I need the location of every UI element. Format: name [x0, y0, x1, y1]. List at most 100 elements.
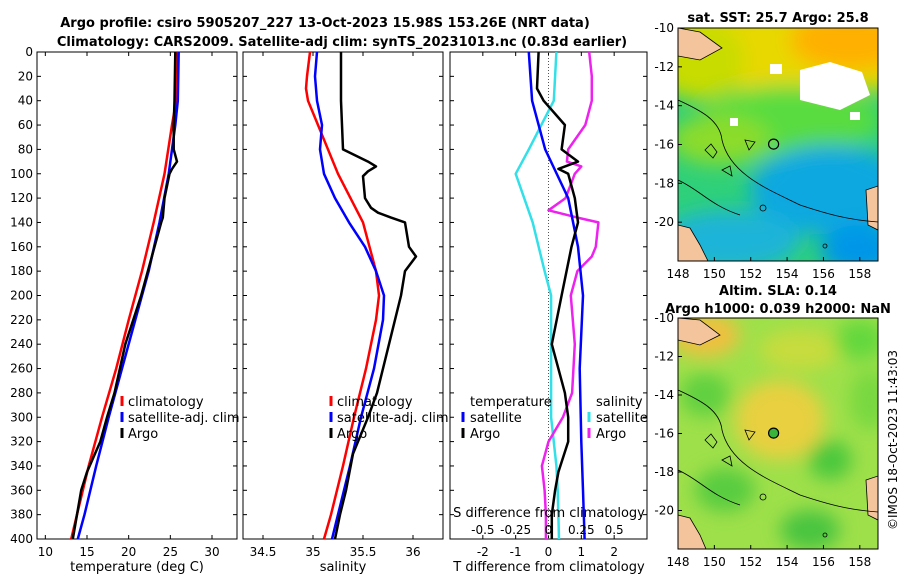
salinity-panel: 34.5 35 35.5 36 salinity climatology satell… [242, 51, 449, 575]
ytick-label: 100 [10, 167, 33, 181]
ytick-label: 360 [10, 483, 33, 497]
temperature-xticks: 10 15 20 25 30 [38, 52, 220, 559]
sst-map-ticks: 148 150 152 154 156 158 -10 -12 -14 -16 -18 -20 [654, 21, 871, 281]
salinity-tick-label: 0.5 [605, 523, 624, 537]
map-ytick-label: -10 [654, 311, 674, 325]
legend-label-s-argo: Argo [596, 427, 626, 442]
difference-yticks [450, 51, 647, 540]
map-xtick-label: 158 [848, 555, 871, 569]
sla-map: Altim. SLA: 0.14 Argo h1000: 0.039 h2000… [654, 284, 890, 569]
xtick-label: 10 [38, 545, 53, 559]
ytick-label: 300 [10, 410, 33, 424]
ytick-label: 260 [10, 362, 33, 376]
map-ytick-label: -18 [654, 465, 674, 479]
difference-series [514, 52, 600, 539]
xtick-label: 20 [121, 545, 136, 559]
map-xtick-label: 152 [739, 267, 762, 281]
salinity-xticks: 34.5 35 35.5 36 [250, 52, 421, 559]
salinity-yticks [243, 51, 443, 540]
sla-map-title-line2: Argo h1000: 0.039 h2000: NaN [665, 302, 891, 317]
temperature-panel: 0 20 40 60 80 100 120 140 160 180 200 220 240 260 280 3… [10, 45, 240, 575]
imos-timestamp: ©IMOS 18-Oct-2023 11:43:03 [886, 350, 900, 530]
map-ytick-label: -14 [654, 388, 674, 402]
figure-title-line2: Climatology: CARS2009. Satellite-adj cli… [57, 35, 627, 50]
xtick-label: 30 [204, 545, 219, 559]
map-xtick-label: 156 [812, 555, 835, 569]
sla-map-title-line1: Altim. SLA: 0.14 [719, 284, 837, 299]
sla-map-float-marker [767, 427, 780, 439]
map-ytick-label: -10 [654, 21, 674, 35]
xtick-label: 35 [305, 545, 320, 559]
map-ytick-label: -20 [654, 504, 674, 518]
map-xtick-label: 150 [703, 555, 726, 569]
legend-label-argo: Argo [128, 427, 158, 442]
salinity-tick-label: -0.25 [500, 523, 531, 537]
sla-map-field [678, 318, 878, 549]
xtick-label: 35.5 [350, 545, 377, 559]
series-line-temperature-argo [535, 52, 580, 539]
sla-map-ticks: 148 150 152 154 156 158 -10 -12 -14 -16 -18 -20 [654, 311, 871, 569]
difference-salinity-ticks: -0.5 -0.25 0 0.25 0.5 [471, 523, 624, 537]
sst-map-float-marker [767, 138, 780, 150]
map-ytick-label: -14 [654, 99, 674, 113]
ytick-label: 280 [10, 386, 33, 400]
legend-head-temperature: temperature [470, 395, 552, 410]
map-ytick-label: -12 [654, 60, 674, 74]
ytick-label: 120 [10, 191, 33, 205]
map-xtick-label: 148 [667, 555, 690, 569]
temperature-xlabel: temperature (deg C) [70, 560, 204, 575]
map-xtick-label: 152 [739, 555, 762, 569]
map-xtick-label: 148 [667, 267, 690, 281]
salinity-series [304, 52, 418, 539]
xtick-label: 34.5 [250, 545, 277, 559]
ytick-label: 380 [10, 508, 33, 522]
ytick-label: 140 [10, 215, 33, 229]
temperature-yticks: 0 20 40 60 80 100 120 140 160 180 200 220 240 260 280 3… [10, 45, 237, 546]
salinity-legend: climatology satellite-adj. clim Argo [329, 395, 449, 442]
ytick-label: 220 [10, 313, 33, 327]
series-line-argo [333, 52, 418, 539]
legend-head-salinity: salinity [596, 395, 643, 410]
map-ytick-label: -20 [654, 215, 674, 229]
salinity-tick-label: -0.5 [471, 523, 494, 537]
legend-label-t-satellite: satellite [470, 411, 522, 426]
temperature-series [69, 52, 180, 539]
series-line-salinity-satellite [514, 52, 561, 539]
ytick-label: 80 [18, 142, 33, 156]
ytick-label: 0 [25, 45, 33, 59]
difference-xlabel-temperature: T difference from climatology [452, 560, 645, 575]
map-xtick-label: 156 [812, 267, 835, 281]
legend-label-t-argo: Argo [470, 427, 500, 442]
temperature-axes-frame [36, 51, 238, 540]
ytick-label: 60 [18, 118, 33, 132]
difference-xticks: -2 -1 0 1 2 [477, 52, 618, 559]
xtick-label: 2 [610, 545, 618, 559]
map-xtick-label: 158 [848, 267, 871, 281]
sst-map-title: sat. SST: 25.7 Argo: 25.8 [687, 11, 868, 26]
xtick-label: 25 [163, 545, 178, 559]
legend-label-s-satellite: satellite [596, 411, 648, 426]
xtick-label: -1 [510, 545, 522, 559]
xtick-label: 1 [578, 545, 586, 559]
ytick-label: 180 [10, 264, 33, 278]
xtick-label: 0 [545, 545, 553, 559]
series-line-temperature-satellite [527, 52, 586, 539]
series-line-salinity-argo [540, 52, 600, 539]
map-ytick-label: -16 [654, 427, 674, 441]
ytick-label: 200 [10, 289, 33, 303]
temperature-legend: climatology satellite-adj. clim Argo [120, 395, 240, 442]
figure-title-line1: Argo profile: csiro 5905207_227 13-Oct-2… [60, 16, 590, 31]
difference-legend: temperature salinity satellite Argo sate… [461, 395, 648, 442]
legend-label-climatology: climatology [128, 395, 204, 410]
map-xtick-label: 150 [703, 267, 726, 281]
legend-label-satellite: satellite-adj. clim [128, 411, 240, 426]
xtick-label: -2 [477, 545, 489, 559]
ytick-label: 320 [10, 435, 33, 449]
salinity-tick-label: 0 [545, 523, 553, 537]
ytick-label: 340 [10, 459, 33, 473]
sst-map-field [678, 28, 878, 261]
ytick-label: 160 [10, 240, 33, 254]
series-line-argo [71, 52, 179, 539]
ytick-label: 400 [10, 532, 33, 546]
